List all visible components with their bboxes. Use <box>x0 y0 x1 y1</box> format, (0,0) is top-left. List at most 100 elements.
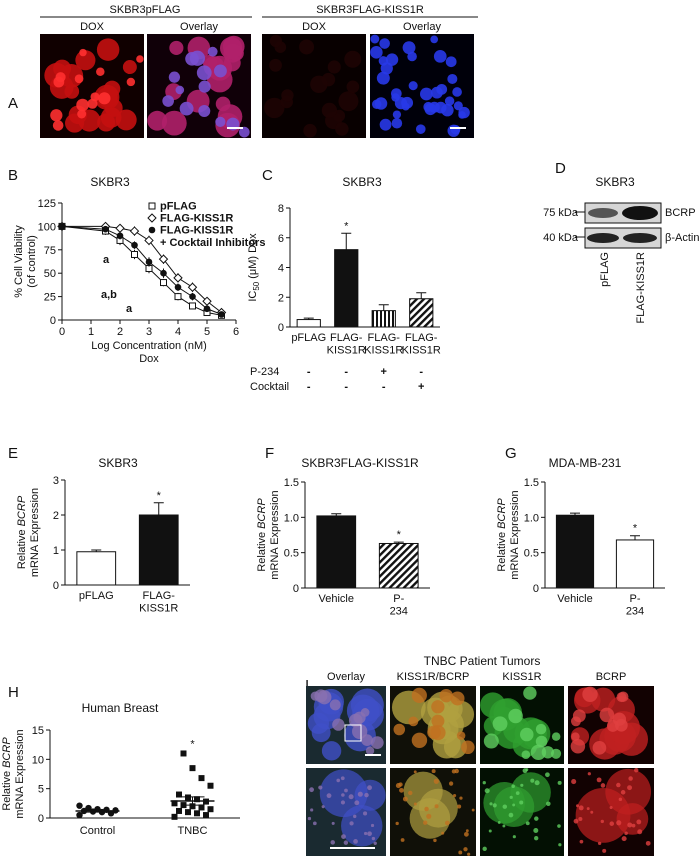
y-axis-label: (of control) <box>26 235 38 288</box>
cell <box>319 769 368 818</box>
x-tick-label: FLAG-KISS1R <box>139 590 178 615</box>
text-line: KISS1R <box>364 345 403 357</box>
cell <box>484 788 490 794</box>
cell <box>541 746 555 759</box>
band <box>622 206 658 220</box>
cell <box>631 823 636 828</box>
column-label: BCRP <box>596 671 627 683</box>
text-line: 234 <box>626 606 644 618</box>
cell <box>616 782 621 788</box>
cell <box>575 787 631 843</box>
y-tick-label: 125 <box>38 198 56 210</box>
x-tick-label: Control <box>80 825 115 837</box>
cell <box>402 41 416 55</box>
cell <box>97 113 116 132</box>
cell <box>336 778 341 783</box>
cell <box>64 84 80 99</box>
significance: * <box>344 220 349 232</box>
x-tick-label: Vehicle <box>319 593 354 605</box>
cell <box>423 820 428 825</box>
y-label-sub: 50 <box>252 281 261 290</box>
cell <box>520 727 534 742</box>
text-line: 234 <box>390 606 408 618</box>
cell <box>239 126 250 138</box>
y-axis-label: Relative BCRP <box>16 495 28 569</box>
cell <box>482 846 487 852</box>
cell <box>482 781 486 785</box>
bar <box>76 551 117 586</box>
cell <box>331 821 335 825</box>
cell <box>400 838 405 842</box>
cell <box>198 80 211 93</box>
image-label: DOX <box>302 21 327 33</box>
cell <box>424 103 437 116</box>
chart-title: SKBR3 <box>98 456 138 470</box>
point <box>198 804 205 811</box>
cell <box>502 804 508 809</box>
cell <box>600 783 606 788</box>
cell <box>309 787 314 793</box>
cell <box>461 740 475 755</box>
cell <box>444 96 455 106</box>
y-axis-label: Relative BCRP <box>256 498 268 572</box>
y-tick-label: 4 <box>278 263 284 275</box>
y-axis-label: Relative BCRP <box>496 498 508 572</box>
point <box>171 813 178 820</box>
cell <box>53 76 65 88</box>
cell <box>353 839 358 844</box>
cell <box>590 810 594 814</box>
cell <box>401 102 410 111</box>
cell <box>162 95 174 107</box>
cell <box>534 816 539 821</box>
cell <box>464 831 469 837</box>
bar <box>378 542 419 589</box>
lane-label: FLAG-KISS1R <box>635 252 647 324</box>
cell <box>579 839 584 844</box>
cell <box>467 852 471 856</box>
y-label-part: Relative <box>16 529 28 569</box>
cell <box>571 732 580 741</box>
y-tick-label: 15 <box>32 725 44 737</box>
cell <box>136 55 144 63</box>
inset-box <box>344 724 362 742</box>
x-tick-label: pFLAG <box>291 332 326 344</box>
cell <box>310 808 314 812</box>
y-axis-label: mRNA Expression <box>269 490 281 579</box>
cell <box>391 93 400 102</box>
cell <box>74 74 84 84</box>
cell <box>413 770 417 774</box>
band <box>587 233 619 243</box>
cell <box>332 718 345 731</box>
cell <box>578 816 583 822</box>
chart-title: MDA-MB-231 <box>549 456 622 470</box>
cell <box>215 116 226 127</box>
cell <box>269 34 283 48</box>
y-tick-label: 1.5 <box>524 477 539 489</box>
y-axis-label: Relative BCRP <box>1 737 13 811</box>
cell <box>341 834 346 839</box>
cell <box>456 731 466 740</box>
cell <box>385 53 399 66</box>
error-bar <box>393 541 404 544</box>
x-tick-label: 4 <box>175 326 181 338</box>
cell <box>627 822 633 828</box>
cell <box>570 739 586 754</box>
cell <box>424 806 429 812</box>
y-tick-label: 50 <box>44 268 56 280</box>
marker <box>160 279 167 287</box>
bar <box>615 539 655 589</box>
marker <box>218 311 225 318</box>
cell <box>321 741 342 761</box>
cell <box>367 785 372 791</box>
marker <box>144 235 154 246</box>
y-label-part: Relative <box>1 771 13 811</box>
x-tick-label: FLAG-KISS1R <box>402 332 441 357</box>
y-label-part: Relative <box>496 532 508 572</box>
cell <box>312 821 317 826</box>
cell <box>329 699 341 711</box>
cell <box>628 776 633 781</box>
panel-letter: B <box>8 167 18 184</box>
cell <box>458 111 466 119</box>
cell <box>557 824 561 828</box>
cell <box>489 802 493 806</box>
